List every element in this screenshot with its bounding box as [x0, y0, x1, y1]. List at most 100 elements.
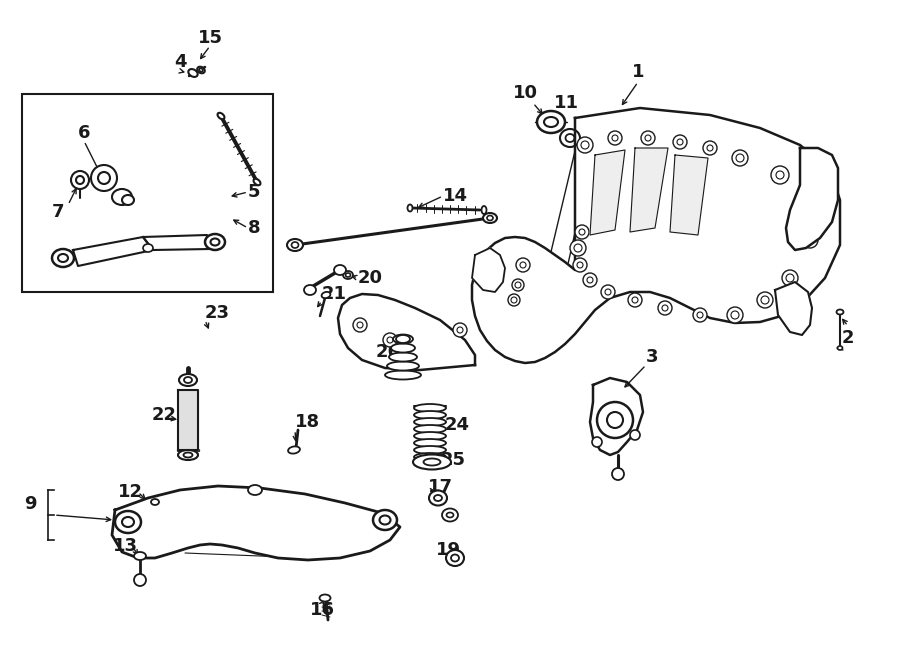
Circle shape	[697, 312, 703, 318]
Circle shape	[608, 131, 622, 145]
Ellipse shape	[115, 511, 141, 533]
Polygon shape	[472, 108, 840, 363]
Ellipse shape	[248, 485, 262, 495]
Circle shape	[134, 574, 146, 586]
Ellipse shape	[434, 495, 442, 501]
Circle shape	[677, 139, 683, 145]
Circle shape	[601, 285, 615, 299]
Circle shape	[791, 299, 809, 317]
Ellipse shape	[288, 446, 300, 453]
Ellipse shape	[446, 550, 464, 566]
Ellipse shape	[188, 69, 198, 77]
Ellipse shape	[414, 460, 446, 468]
Ellipse shape	[254, 178, 260, 185]
Ellipse shape	[537, 111, 565, 133]
Circle shape	[703, 141, 717, 155]
Polygon shape	[786, 148, 838, 250]
Text: 20: 20	[358, 269, 383, 287]
Circle shape	[771, 166, 789, 184]
Polygon shape	[670, 155, 708, 235]
Ellipse shape	[396, 335, 410, 343]
Circle shape	[802, 159, 834, 191]
Text: 18: 18	[295, 413, 320, 431]
Ellipse shape	[414, 453, 446, 461]
Text: 10: 10	[512, 84, 537, 102]
Ellipse shape	[346, 273, 350, 277]
Ellipse shape	[414, 418, 446, 426]
Text: 21: 21	[322, 285, 347, 303]
Text: 4: 4	[174, 53, 186, 71]
Ellipse shape	[122, 195, 134, 205]
Circle shape	[583, 273, 597, 287]
Circle shape	[612, 135, 618, 141]
Ellipse shape	[414, 432, 446, 440]
Text: 26: 26	[376, 343, 401, 361]
Circle shape	[91, 165, 117, 191]
Ellipse shape	[414, 446, 446, 454]
Circle shape	[515, 282, 521, 288]
Text: 23: 23	[205, 304, 230, 322]
Ellipse shape	[482, 206, 487, 214]
Circle shape	[511, 297, 517, 303]
Text: 16: 16	[310, 601, 335, 619]
Bar	[22, 94, 273, 292]
Circle shape	[570, 240, 586, 256]
Ellipse shape	[112, 189, 132, 205]
Circle shape	[673, 135, 687, 149]
Circle shape	[628, 293, 642, 307]
Ellipse shape	[199, 68, 202, 71]
Circle shape	[731, 311, 739, 319]
Ellipse shape	[451, 555, 459, 561]
Circle shape	[357, 322, 363, 328]
Ellipse shape	[838, 346, 842, 350]
Polygon shape	[590, 378, 643, 455]
Circle shape	[577, 137, 593, 153]
Circle shape	[645, 135, 651, 141]
Ellipse shape	[151, 499, 159, 505]
Circle shape	[632, 297, 638, 303]
Ellipse shape	[52, 249, 74, 267]
Text: 12: 12	[118, 483, 143, 501]
Polygon shape	[590, 150, 625, 235]
Circle shape	[597, 402, 633, 438]
Circle shape	[727, 307, 743, 323]
Polygon shape	[472, 248, 505, 292]
Circle shape	[693, 308, 707, 322]
Ellipse shape	[414, 425, 446, 433]
Text: 15: 15	[197, 29, 222, 47]
Polygon shape	[178, 390, 198, 450]
Ellipse shape	[565, 134, 574, 142]
Ellipse shape	[205, 234, 225, 250]
Ellipse shape	[321, 292, 330, 298]
Text: 25: 25	[441, 451, 466, 469]
Ellipse shape	[414, 411, 446, 419]
Ellipse shape	[134, 552, 146, 560]
Text: 2: 2	[842, 329, 854, 347]
Circle shape	[574, 244, 582, 252]
Ellipse shape	[424, 459, 440, 465]
Circle shape	[757, 292, 773, 308]
Polygon shape	[338, 294, 475, 370]
Circle shape	[797, 192, 813, 208]
Ellipse shape	[391, 344, 415, 352]
Circle shape	[776, 171, 784, 179]
Ellipse shape	[211, 239, 220, 245]
Ellipse shape	[179, 374, 197, 386]
Ellipse shape	[143, 244, 153, 252]
Text: 11: 11	[554, 94, 579, 112]
Ellipse shape	[184, 453, 193, 457]
Polygon shape	[775, 282, 812, 335]
Circle shape	[732, 150, 748, 166]
Ellipse shape	[442, 508, 458, 522]
Circle shape	[575, 225, 589, 239]
Text: 13: 13	[113, 537, 138, 555]
Ellipse shape	[184, 377, 192, 383]
Ellipse shape	[334, 265, 346, 275]
Circle shape	[76, 176, 84, 184]
Ellipse shape	[483, 213, 497, 223]
Circle shape	[587, 277, 593, 283]
Circle shape	[806, 236, 814, 244]
Ellipse shape	[320, 594, 330, 602]
Circle shape	[707, 145, 713, 151]
Text: 6: 6	[77, 124, 90, 142]
